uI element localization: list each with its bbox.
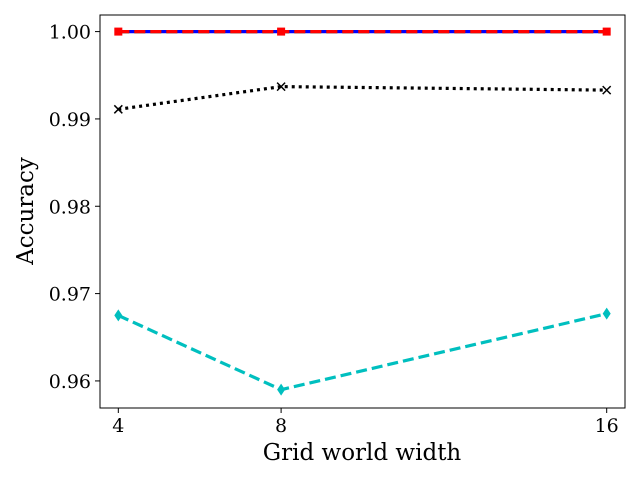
series-3 (114, 27, 611, 36)
x-tick-label: 16 (595, 415, 619, 437)
data-point (114, 27, 123, 36)
data-point (277, 383, 286, 396)
plot-frame (99, 14, 626, 409)
y-tick-label: 0.96 (49, 371, 91, 393)
y-tick-label: 0.97 (49, 284, 91, 306)
data-point (277, 27, 286, 36)
y-axis-label: Accuracy (13, 157, 39, 266)
y-tick-label: 1.00 (49, 22, 91, 44)
data-point (602, 27, 611, 36)
data-point (602, 85, 612, 95)
series-line (117, 312, 608, 392)
x-axis-label: Grid world width (263, 440, 462, 466)
series-5 (114, 307, 611, 396)
x-axis: 4 8 16 (112, 408, 619, 437)
y-tick-label: 0.98 (49, 196, 91, 218)
data-point (114, 309, 123, 322)
y-tick-label: 0.99 (49, 109, 91, 131)
y-axis: 0.96 0.97 0.98 0.99 1.00 (49, 22, 100, 393)
series-line (118, 85, 607, 111)
data-point (602, 307, 611, 320)
series-4 (113, 82, 612, 114)
data-point (113, 104, 123, 114)
x-tick-label: 8 (275, 415, 287, 437)
x-tick-label: 4 (112, 415, 124, 437)
data-point (276, 82, 286, 92)
series-layer (113, 27, 612, 396)
